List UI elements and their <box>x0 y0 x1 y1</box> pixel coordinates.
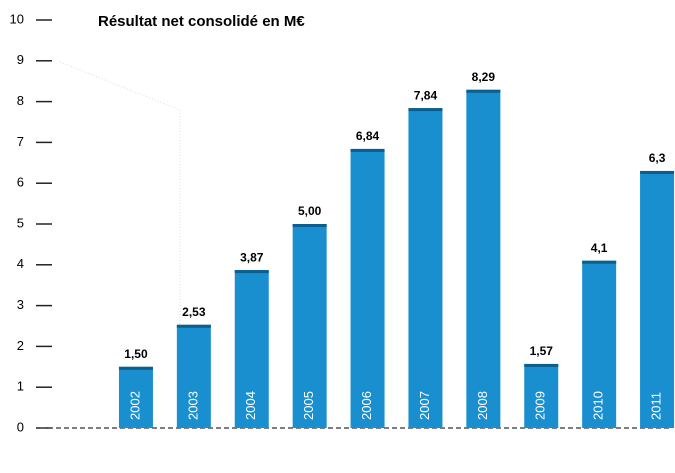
y-tick-label: 8 <box>17 93 24 108</box>
bar-top <box>176 324 211 328</box>
bar <box>408 108 443 429</box>
bar-top <box>524 363 559 367</box>
value-label: 8,29 <box>472 70 496 84</box>
x-tick-label: 2008 <box>475 391 490 420</box>
bar-top <box>118 366 153 370</box>
bar <box>524 363 559 428</box>
x-tick-label: 2009 <box>533 391 548 420</box>
y-tick-label: 6 <box>17 175 24 190</box>
y-tick-label: 0 <box>17 419 24 434</box>
y-tick-label: 7 <box>17 134 24 149</box>
bar-top <box>582 260 617 264</box>
y-tick-label: 5 <box>17 215 24 230</box>
x-tick-label: 2003 <box>185 391 200 420</box>
bar <box>292 224 327 428</box>
x-tick-label: 2002 <box>127 391 142 420</box>
y-tick-label: 2 <box>17 338 24 353</box>
bar <box>176 324 211 428</box>
chart-title: Résultat net consolidé en M€ <box>98 13 305 30</box>
bar-top <box>350 148 385 152</box>
bar-top <box>466 89 501 93</box>
bar <box>466 89 501 428</box>
value-label: 4,1 <box>591 241 608 255</box>
y-tick-label: 10 <box>10 11 24 26</box>
value-label: 1,50 <box>124 347 148 361</box>
y-tick-label: 9 <box>17 52 24 67</box>
bar <box>582 260 617 428</box>
bar-top <box>408 108 443 112</box>
value-label: 5,00 <box>298 204 322 218</box>
value-label: 2,53 <box>182 305 206 319</box>
x-tick-label: 2007 <box>417 391 432 420</box>
value-label: 3,87 <box>240 250 264 264</box>
x-tick-label: 2006 <box>359 391 374 420</box>
decor <box>59 61 181 111</box>
x-tick-label: 2010 <box>591 391 606 420</box>
bar <box>350 148 385 429</box>
bar <box>118 366 153 428</box>
bar-top <box>292 224 327 227</box>
value-label: 6,84 <box>356 129 380 143</box>
y-tick-label: 1 <box>17 379 24 394</box>
x-tick-label: 2004 <box>243 391 258 420</box>
bar-top <box>234 270 269 274</box>
bar <box>234 270 269 428</box>
x-tick-label: 2011 <box>648 392 663 420</box>
value-label: 6,3 <box>649 151 666 165</box>
value-label: 7,84 <box>414 88 438 102</box>
bar <box>640 170 675 428</box>
bar-top <box>640 170 675 174</box>
x-tick-label: 2005 <box>301 391 316 420</box>
y-tick-label: 3 <box>17 297 24 312</box>
y-tick-label: 4 <box>17 256 24 271</box>
value-label: 1,57 <box>530 344 554 358</box>
